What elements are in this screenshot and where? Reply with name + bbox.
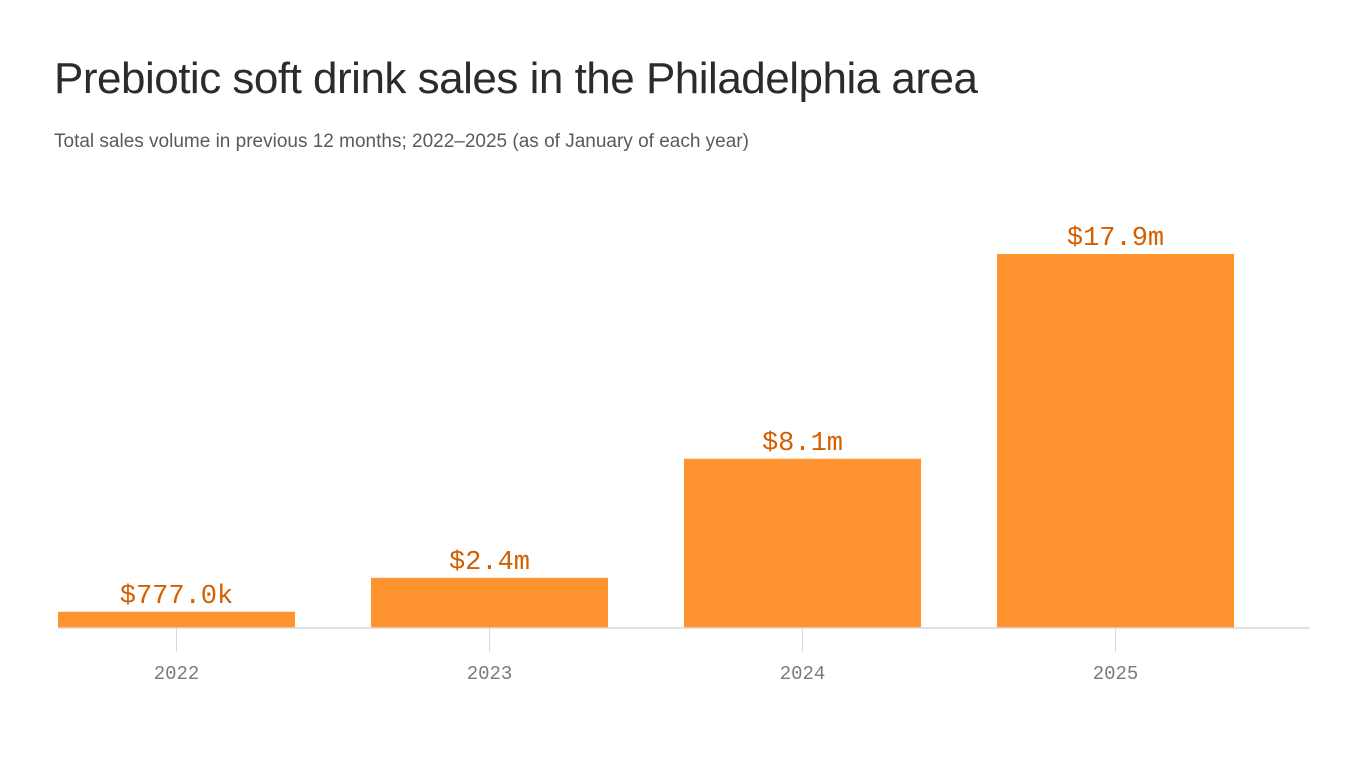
x-tick-label-2025: 2025 (1093, 663, 1139, 685)
value-label-2025: $17.9m (1067, 224, 1164, 254)
value-label-2023: $2.4m (449, 548, 530, 578)
x-tick-label-2022: 2022 (154, 663, 200, 685)
bar-2022 (58, 611, 295, 628)
value-label-2022: $777.0k (120, 582, 233, 612)
bar-2023 (371, 577, 608, 628)
bar-2024 (684, 458, 921, 628)
chart-title: Prebiotic soft drink sales in the Philad… (54, 54, 978, 103)
x-tick-label-2024: 2024 (780, 663, 826, 685)
value-label-2024: $8.1m (762, 429, 843, 459)
chart-subtitle: Total sales volume in previous 12 months… (54, 131, 749, 152)
x-tick-label-2023: 2023 (467, 663, 513, 685)
bar-2025 (997, 254, 1234, 628)
